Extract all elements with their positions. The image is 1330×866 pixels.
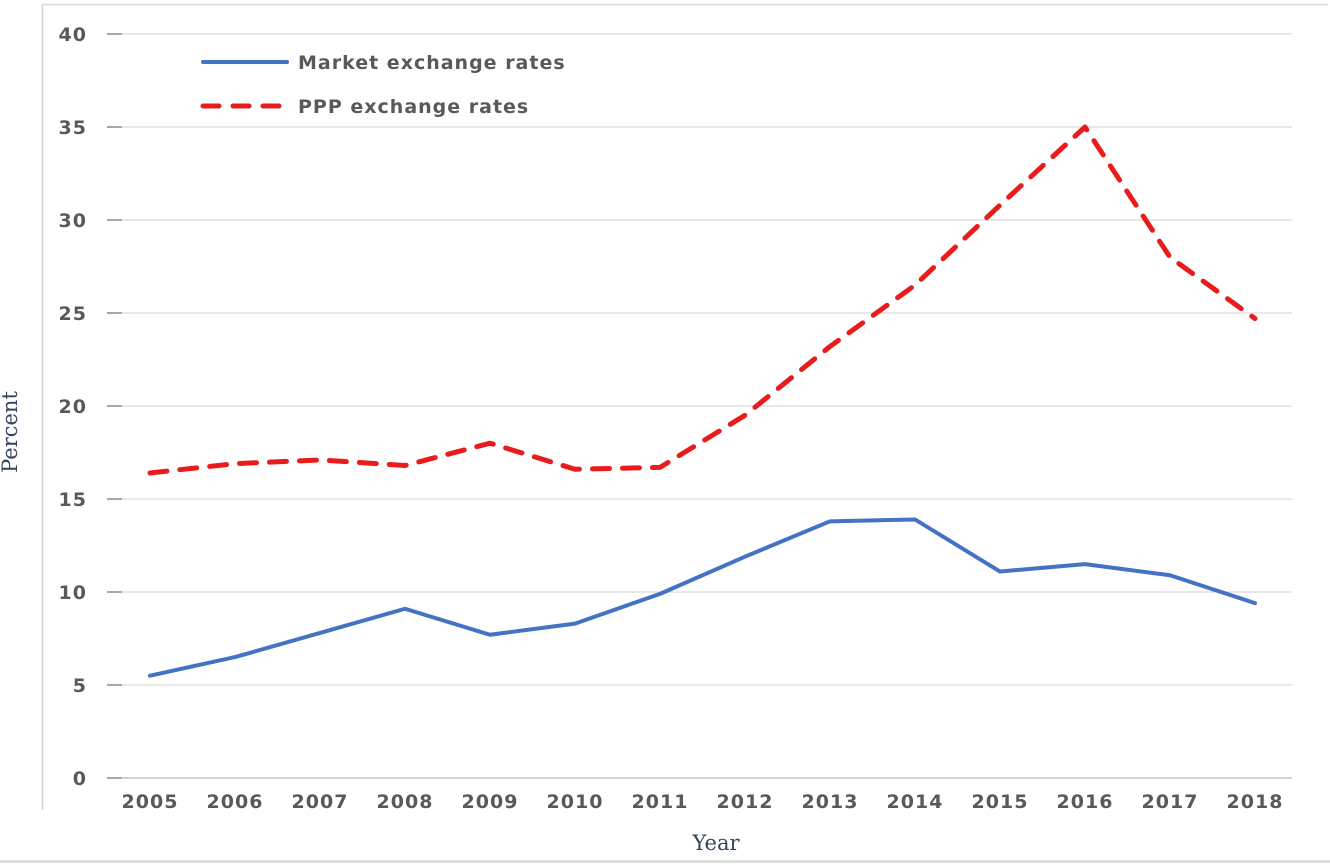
y-tick-label: 25 — [59, 303, 87, 325]
x-tick-label: 2006 — [207, 791, 264, 813]
x-tick-label: 2013 — [802, 791, 859, 813]
x-tick-label: 2016 — [1057, 791, 1114, 813]
y-tick-label: 10 — [59, 582, 87, 604]
x-axis-title: Year — [691, 831, 740, 855]
grid-layer: 0 5 10 15 20 25 30 35 40 2005 2006 2007 2008 2009 2010… — [59, 24, 1292, 813]
y-tick-label: 30 — [59, 210, 87, 232]
x-tick-label: 2018 — [1227, 791, 1284, 813]
x-tick-label: 2014 — [887, 791, 944, 813]
y-tick-label: 40 — [59, 24, 87, 46]
y-tick-label: 15 — [59, 489, 87, 511]
y-tick-label: 35 — [59, 117, 87, 139]
x-tick-label: 2009 — [462, 791, 519, 813]
x-tick-label: 2007 — [292, 791, 349, 813]
chart-border — [41, 3, 1328, 810]
x-tick-label: 2005 — [122, 791, 179, 813]
legend-ppp-label: PPP exchange rates — [298, 96, 529, 118]
y-axis-title: Percent — [0, 391, 22, 473]
ppp-exchange-rates-line — [147, 124, 1258, 476]
series-layer — [147, 124, 1258, 678]
x-tick-label: 2017 — [1142, 791, 1199, 813]
x-tick-label: 2010 — [547, 791, 604, 813]
legend-market-label: Market exchange rates — [298, 52, 566, 74]
market-exchange-rates-line — [148, 517, 1257, 678]
x-tick-label: 2011 — [632, 791, 689, 813]
y-tick-label: 5 — [73, 675, 87, 697]
x-tick-label: 2008 — [377, 791, 434, 813]
y-tick-label: 0 — [73, 768, 87, 790]
y-tick-label: 20 — [59, 396, 87, 418]
legend: Market exchange rates PPP exchange rates — [200, 52, 566, 118]
x-tick-label: 2015 — [972, 791, 1029, 813]
x-tick-label: 2012 — [717, 791, 774, 813]
